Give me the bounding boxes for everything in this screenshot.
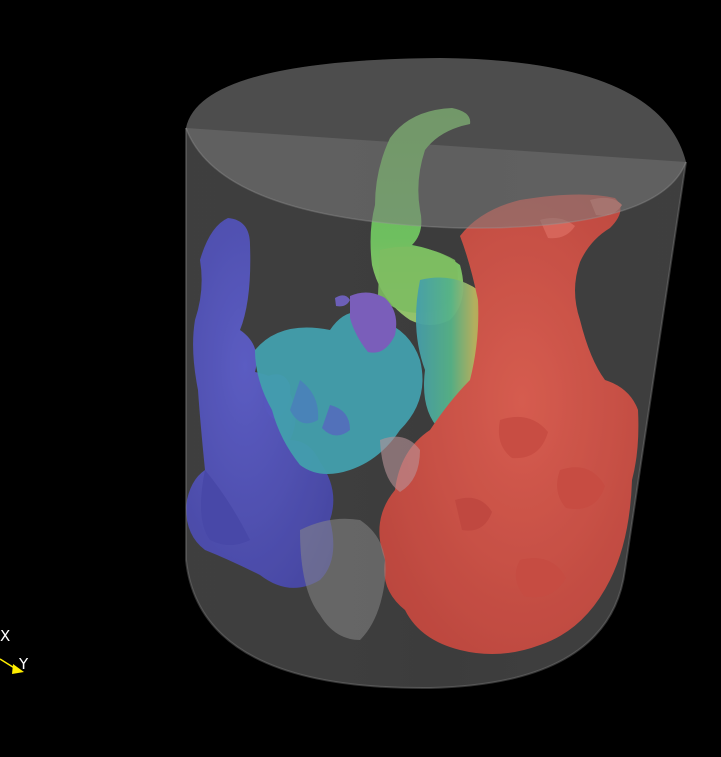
cyan-region <box>255 312 423 474</box>
cylinder-top <box>185 58 687 229</box>
orientation-axes-icon <box>0 658 24 674</box>
purple-region <box>335 292 397 353</box>
axis-y-label: Y <box>19 655 29 673</box>
grey-region <box>300 436 420 640</box>
axis-x-label: X <box>0 627 11 645</box>
